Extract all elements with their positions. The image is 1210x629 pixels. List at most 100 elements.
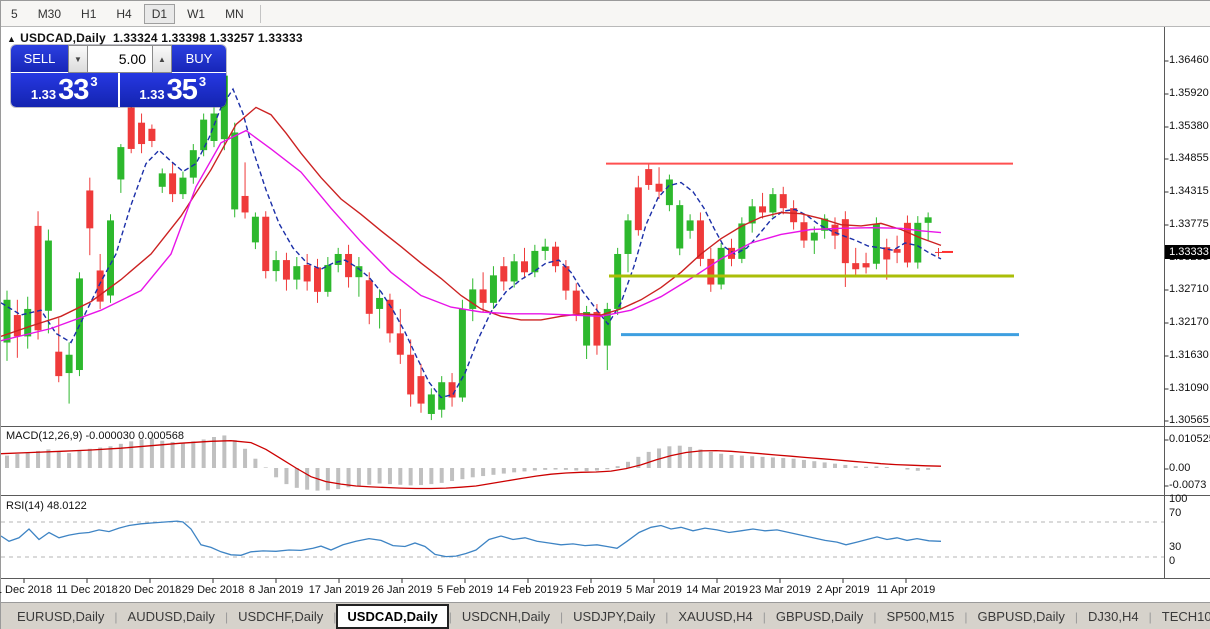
timeframe-d1[interactable]: D1: [143, 3, 176, 24]
buy-button[interactable]: BUY: [172, 45, 226, 73]
sell-price-button[interactable]: 1.33 33 3: [11, 73, 118, 107]
chart-canvas[interactable]: [1, 27, 1210, 602]
candle-body: [251, 216, 259, 243]
candle-body: [396, 333, 404, 355]
candle-body: [883, 247, 891, 260]
price-axis-label: 1.35380: [1169, 120, 1209, 132]
candle-body: [210, 113, 218, 141]
date-axis-label: 14 Feb 2019: [497, 584, 559, 596]
volume-input[interactable]: 5.00: [88, 45, 152, 73]
date-axis-label: 5 Feb 2019: [437, 584, 493, 596]
candle-body: [55, 351, 63, 377]
candle-body: [717, 247, 725, 285]
date-axis-label: 17 Jan 2019: [308, 584, 370, 596]
candle-body: [158, 173, 166, 187]
candle-body: [790, 208, 798, 223]
price-axis-label: 1.34315: [1169, 185, 1209, 197]
tab-separator: |: [114, 609, 118, 624]
candle-body: [96, 270, 104, 302]
candle-body: [624, 220, 632, 254]
tab-usdcnh-4[interactable]: USDCNH,Daily: [461, 609, 550, 624]
tab-tech100-11[interactable]: TECH100,H1: [1161, 609, 1210, 624]
candle-body: [696, 220, 704, 259]
price-axis-label: 1.32170: [1169, 316, 1209, 328]
tab-sp500-8[interactable]: SP500,M15: [886, 609, 955, 624]
candle-body: [34, 225, 42, 331]
timeframe-5[interactable]: 5: [11, 6, 18, 21]
volume-decrease-button[interactable]: ▼: [68, 45, 88, 73]
candle-body: [841, 219, 849, 264]
timeframe-mn[interactable]: MN: [225, 6, 244, 21]
candle-body: [593, 311, 601, 346]
tab-separator: |: [964, 609, 968, 624]
candle-body: [345, 253, 353, 278]
date-axis-label: 14 Mar 2019: [686, 584, 748, 596]
candle-body: [469, 289, 477, 309]
rsi-axis-label: 0: [1169, 555, 1176, 567]
candle-body: [75, 278, 83, 371]
candle-body: [189, 150, 197, 178]
tab-separator: |: [448, 609, 452, 624]
candle-body: [903, 222, 911, 263]
tab-gbpusd-9[interactable]: GBPUSD,Daily: [977, 609, 1065, 624]
candle-body: [655, 183, 663, 192]
volume-increase-button[interactable]: ▲: [152, 45, 172, 73]
timeframe-m30[interactable]: M30: [37, 6, 62, 21]
candle-body: [417, 376, 425, 404]
ohlc-open: 1.33324: [112, 31, 158, 45]
timeframe-w1[interactable]: W1: [187, 6, 206, 21]
date-axis-label: 29 Dec 2018: [181, 584, 245, 596]
candle-body: [127, 107, 135, 149]
candle-body: [634, 187, 642, 231]
candle-body: [831, 224, 839, 236]
tab-eurusd-0[interactable]: EURUSD,Daily: [17, 609, 105, 624]
rsi-value: 48.0122: [46, 500, 87, 512]
sell-button[interactable]: SELL: [11, 45, 68, 73]
candle-body: [200, 119, 208, 151]
candle-body: [86, 190, 94, 229]
candle-body: [924, 217, 932, 223]
ma-mid-line: [1, 106, 942, 338]
macd-value-1: -0.000030: [85, 430, 136, 442]
chart-tab-bar: EURUSD,Daily | AUDUSD,Daily | USDCHF,Daily | U…: [1, 602, 1210, 629]
tab-audusd-1[interactable]: AUDUSD,Daily: [127, 609, 215, 624]
timeframe-h4[interactable]: H4: [116, 6, 132, 21]
timeframe-h1[interactable]: H1: [81, 6, 97, 21]
tab-separator: |: [665, 609, 669, 624]
candle-body: [769, 194, 777, 213]
candle-body: [376, 297, 384, 309]
candle-body: [65, 354, 73, 374]
tab-xauusd-6[interactable]: XAUUSD,H4: [678, 609, 753, 624]
candle-body: [707, 258, 715, 285]
candle-body: [438, 382, 446, 410]
candle-body: [324, 264, 332, 292]
candle-body: [169, 173, 177, 195]
collapse-triangle-icon[interactable]: ▲: [7, 34, 17, 44]
date-axis-label: 20 Dec 2018: [118, 584, 182, 596]
candle-body: [614, 253, 622, 309]
candle-body: [572, 290, 580, 314]
tab-gbpusd-7[interactable]: GBPUSD,Daily: [775, 609, 864, 624]
tab-usdjpy-5[interactable]: USDJPY,Daily: [573, 609, 656, 624]
candle-body: [686, 220, 694, 231]
candle-body: [603, 308, 611, 346]
candle-body: [552, 246, 560, 267]
macd-label: MACD(12,26,9) -0.000030 0.000568: [6, 430, 184, 442]
rsi-label: RSI(14) 48.0122: [6, 500, 87, 512]
tab-separator: |: [559, 609, 564, 624]
candle-body: [293, 266, 301, 280]
tab-dj30-10[interactable]: DJ30,H4: [1088, 609, 1139, 624]
price-axis-label: 1.35920: [1169, 87, 1209, 99]
candle-body: [862, 263, 870, 268]
candle-body: [427, 394, 435, 414]
candle-body: [282, 260, 290, 280]
chart-area[interactable]: ▲ USDCAD,Daily 1.33324 1.33398 1.33257 1.…: [0, 27, 1210, 602]
buy-price-button[interactable]: 1.33 35 3: [119, 73, 226, 107]
candle-body: [541, 246, 549, 251]
tab-usdcad-3[interactable]: USDCAD,Daily: [336, 604, 449, 629]
tab-usdchf-2[interactable]: USDCHF,Daily: [238, 609, 324, 624]
rsi-line: [1, 520, 942, 558]
candle-body: [407, 354, 415, 395]
date-axis-label: 11 Dec 2018: [56, 584, 118, 596]
